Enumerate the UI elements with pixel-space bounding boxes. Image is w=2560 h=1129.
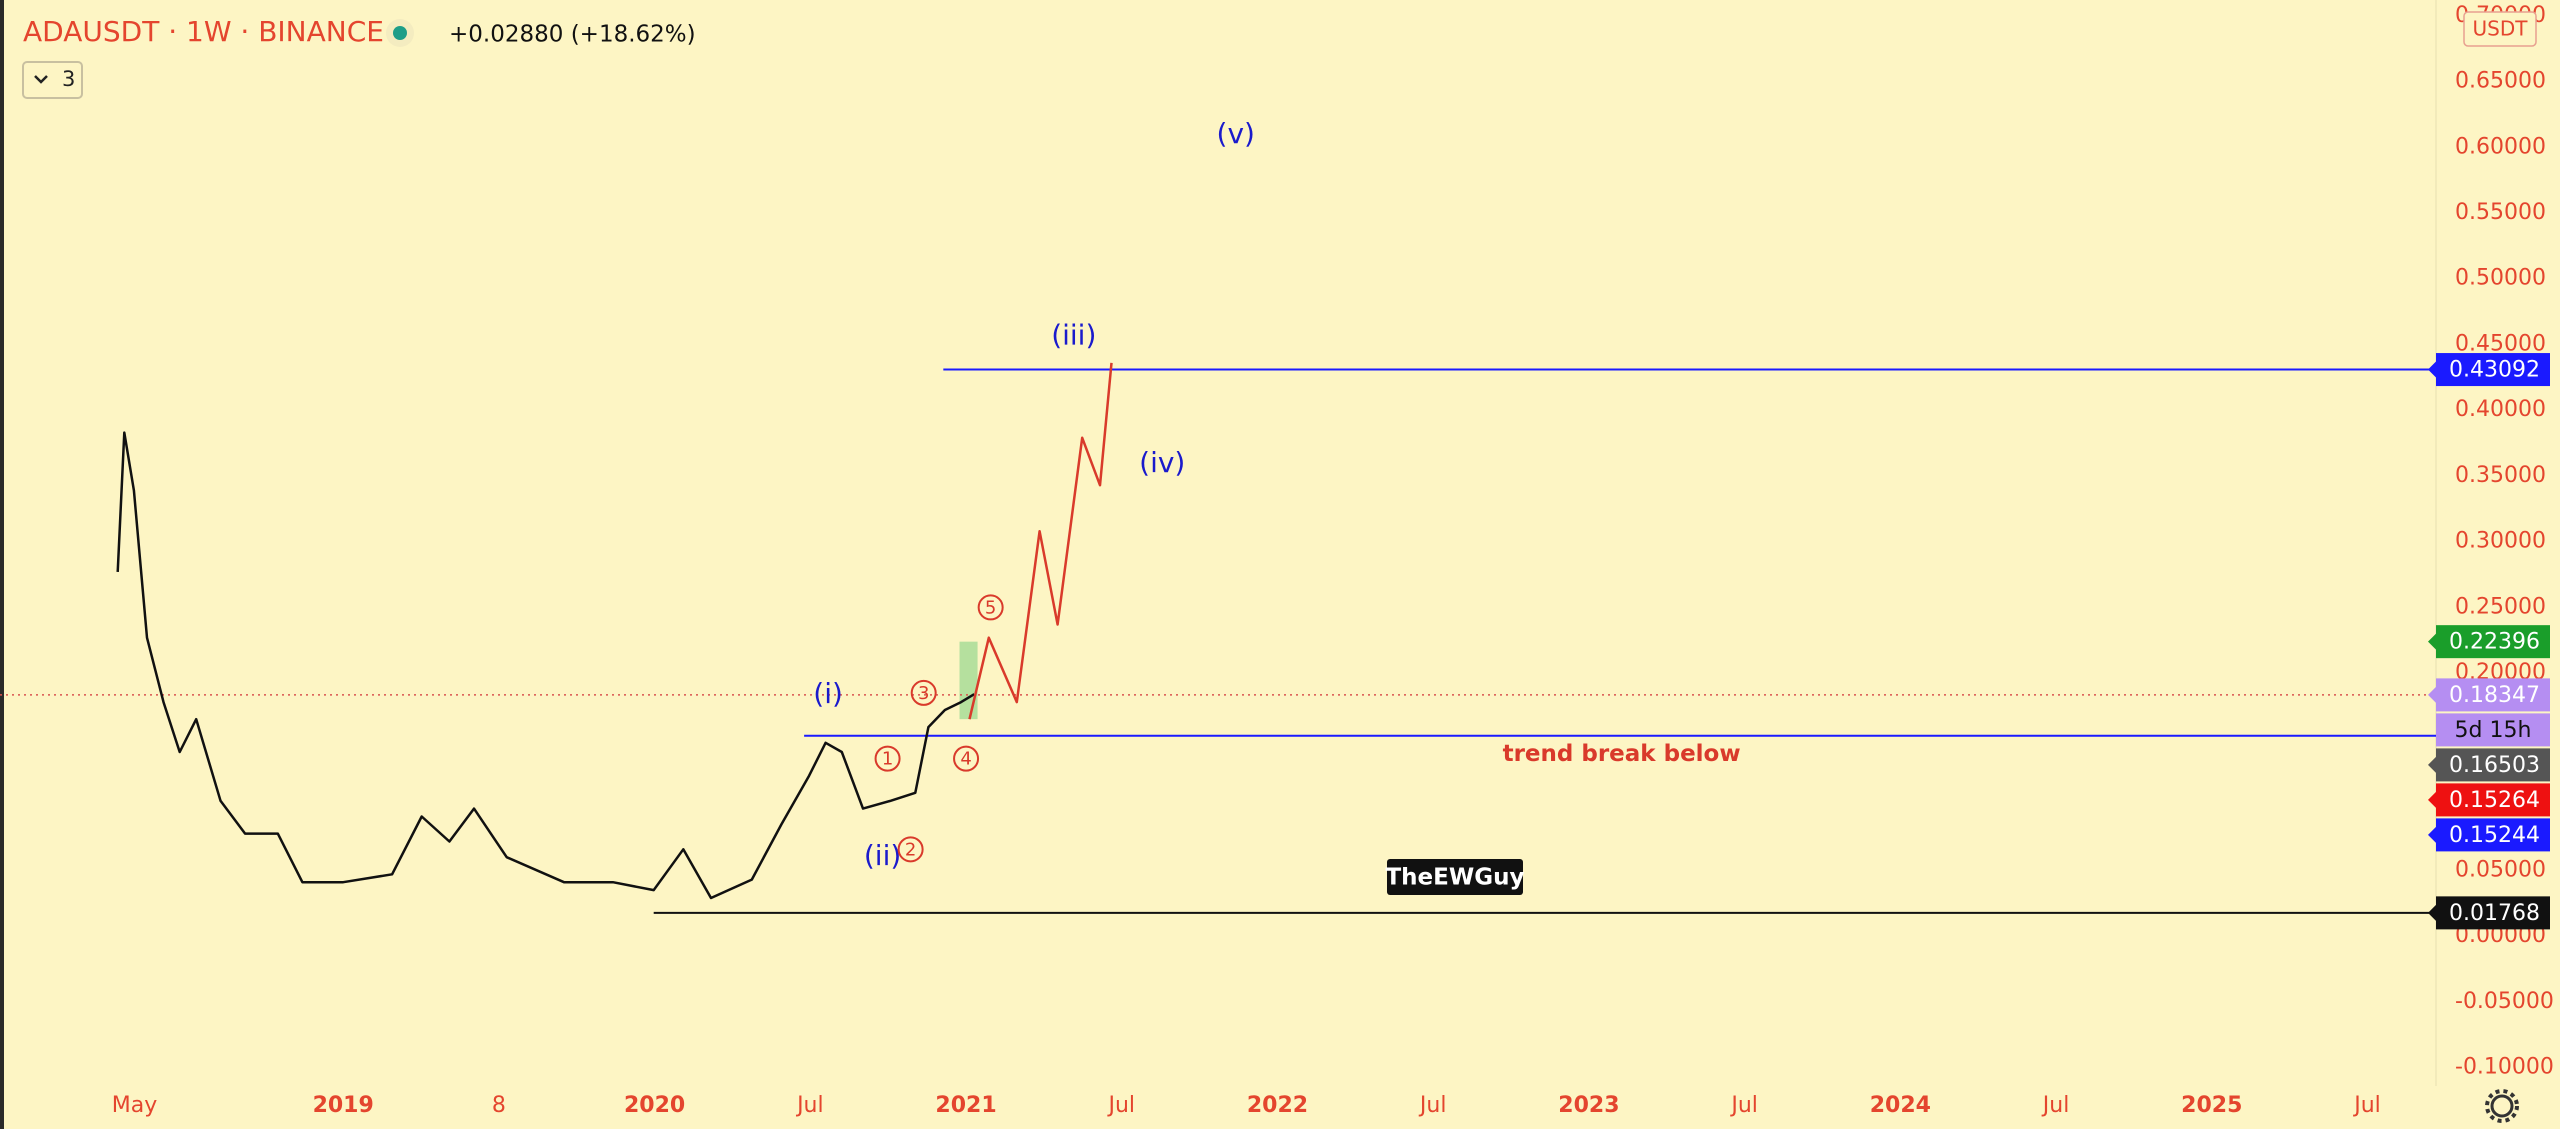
price-tag-pointer (2428, 633, 2436, 650)
price-tag (2436, 818, 2550, 852)
price-tag-label: 0.22396 (2449, 630, 2540, 655)
y-tick-label: 0.35000 (2455, 463, 2546, 488)
left-edge (0, 0, 4, 1129)
currency-box (2463, 11, 2537, 47)
price-tag-pointer (2428, 791, 2436, 808)
wave-number: 1 (882, 749, 893, 770)
gear-teeth (2485, 1089, 2519, 1123)
price-tag (2436, 353, 2550, 387)
x-tick-label: Jul (2352, 1093, 2381, 1118)
x-tick-label: 2021 (935, 1093, 996, 1118)
y-tick-label: 0.45000 (2455, 331, 2546, 356)
gear-icon (2490, 1094, 2514, 1118)
x-tick-label: 2022 (1247, 1093, 1308, 1118)
y-tick-label: 0.65000 (2455, 69, 2546, 94)
price-tag (2436, 896, 2550, 930)
wave-number: 4 (960, 749, 971, 770)
wave-circle (953, 745, 980, 772)
price-tag-pointer (2428, 361, 2436, 378)
x-tick-label: Jul (1729, 1093, 1758, 1118)
x-tick-label: 2019 (313, 1093, 374, 1118)
indicator-count: 3 (62, 67, 75, 91)
wave-circle (977, 594, 1004, 621)
price-tag-label: 0.15244 (2449, 823, 2540, 848)
wave-circle (910, 679, 937, 706)
annotation: (v) (1217, 117, 1255, 150)
x-tick-label: 2020 (624, 1093, 685, 1118)
y-tick-label: 0.30000 (2455, 529, 2546, 554)
price-line (116, 431, 975, 900)
price-tag-label: 0.15264 (2449, 788, 2540, 813)
annotation: (iii) (1051, 318, 1096, 351)
x-tick-label: Jul (1106, 1093, 1135, 1118)
price-tag (2436, 625, 2550, 659)
price-tag (2436, 783, 2550, 817)
symbol-title: ADAUSDT · 1W · BINANCE (23, 15, 384, 48)
y-tick-label: 0.60000 (2455, 134, 2546, 159)
x-tick-label: 2025 (2181, 1093, 2242, 1118)
annotation: (i) (813, 677, 843, 710)
y-tick-label: 0.05000 (2455, 857, 2546, 882)
x-tick-label: 8 (492, 1093, 506, 1118)
wave-number: 5 (985, 597, 996, 618)
y-tick-label: -0.05000 (2455, 989, 2554, 1014)
price-tag-label: 0.43092 (2449, 358, 2540, 383)
indicator-toggle[interactable] (22, 61, 83, 99)
price-tag-pointer (2428, 826, 2436, 843)
price-line (968, 362, 1113, 720)
price-tag-label: 0.01768 (2449, 901, 2540, 926)
annotation: TheEWGuy (1385, 864, 1524, 890)
wave-circle (874, 745, 901, 772)
price-tag-pointer (2428, 904, 2436, 921)
wave-circle (897, 836, 924, 863)
chevron-icon (34, 75, 48, 84)
status-dot (393, 26, 407, 40)
wave-number: 3 (918, 683, 929, 704)
countdown-label: 5d 15h (2455, 718, 2532, 743)
annotation: (ii) (864, 839, 901, 872)
price-tag-label: 0.18347 (2449, 683, 2540, 708)
y-tick-label: 0.55000 (2455, 200, 2546, 225)
x-tick-label: Jul (795, 1093, 824, 1118)
price-tag-label: 0.16503 (2449, 753, 2540, 778)
wave-number: 2 (905, 839, 916, 860)
x-tick-label: 2024 (1870, 1093, 1931, 1118)
price-tag (2436, 748, 2550, 782)
price-tag (2436, 678, 2550, 712)
price-tag-pointer (2428, 756, 2436, 773)
x-tick-label: 2023 (1558, 1093, 1619, 1118)
header: ADAUSDT · 1W · BINANCE +0.02880 (+18.62%… (22, 15, 696, 99)
settings-button[interactable] (2485, 1089, 2519, 1123)
price-change: +0.02880 (+18.62%) (449, 22, 696, 48)
annotation: (iv) (1139, 446, 1185, 479)
x-tick-label: Jul (1418, 1093, 1447, 1118)
target-zone (959, 641, 978, 720)
currency-label: USDT (2473, 17, 2529, 41)
x-tick-label: May (112, 1093, 157, 1118)
x-tick-label: Jul (2041, 1093, 2070, 1118)
price-tag-pointer (2428, 686, 2436, 703)
countdown-tag (2436, 713, 2550, 747)
y-tick-label: 0.40000 (2455, 397, 2546, 422)
y-tick-label: 0.25000 (2455, 594, 2546, 619)
y-tick-label: -0.10000 (2455, 1055, 2554, 1080)
badge (1386, 858, 1523, 895)
y-tick-label: 0.50000 (2455, 266, 2546, 291)
annotation: trend break below (1503, 741, 1741, 767)
